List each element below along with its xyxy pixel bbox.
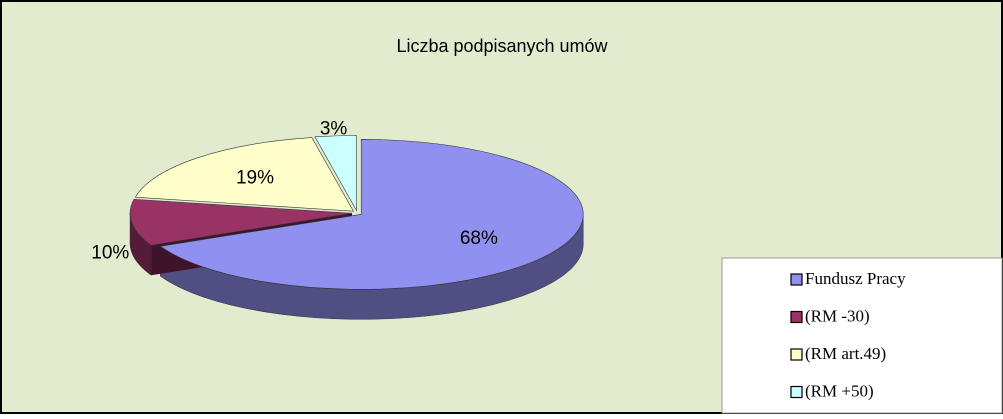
legend-label: Fundusz Pracy [805,269,906,288]
legend-label: (RM art.49) [805,344,886,363]
data-label: 19% [236,168,274,189]
slice [129,198,353,246]
slice [134,137,354,212]
legend: Fundusz Pracy (RM -30) (RM art.49) (RM +50) [721,257,1003,414]
legend-swatch [790,310,803,324]
slice [159,139,584,290]
pie: 68% 10% 19% 3% [91,118,584,320]
legend-swatch [790,348,803,361]
legend-label: (RM +50) [805,381,874,400]
chart-title: Liczba podpisanych umów [396,36,608,56]
slice [314,135,357,212]
legend-label: (RM -30) [805,306,870,325]
legend-swatch [790,273,803,286]
data-label: 68% [460,228,498,249]
data-label: 10% [91,243,129,264]
legend-swatch [790,385,803,399]
legend-box [721,257,1003,414]
data-label: 3% [320,118,348,139]
